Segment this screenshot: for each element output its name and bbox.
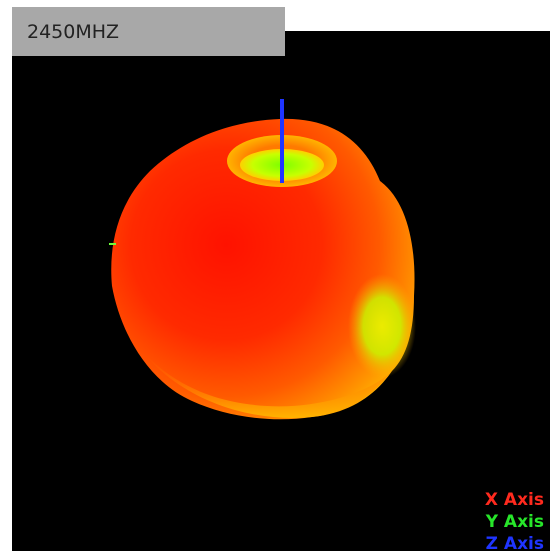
pattern-body [111,118,415,420]
radiation-pattern-viewport[interactable]: X Axis Y Axis Z Axis [12,31,550,551]
legend-y-axis: Y Axis [485,512,544,532]
frequency-tab[interactable]: 2450MHZ [12,7,285,56]
pattern-right-lobe [348,274,416,378]
frequency-label: 2450MHZ [27,20,120,43]
legend-x-axis: X Axis [484,490,544,510]
legend-z-axis: Z Axis [485,534,544,551]
pattern-lower-band [142,351,392,418]
axis-legend: X Axis Y Axis Z Axis [485,489,544,551]
radiation-pattern-3d [109,99,416,420]
